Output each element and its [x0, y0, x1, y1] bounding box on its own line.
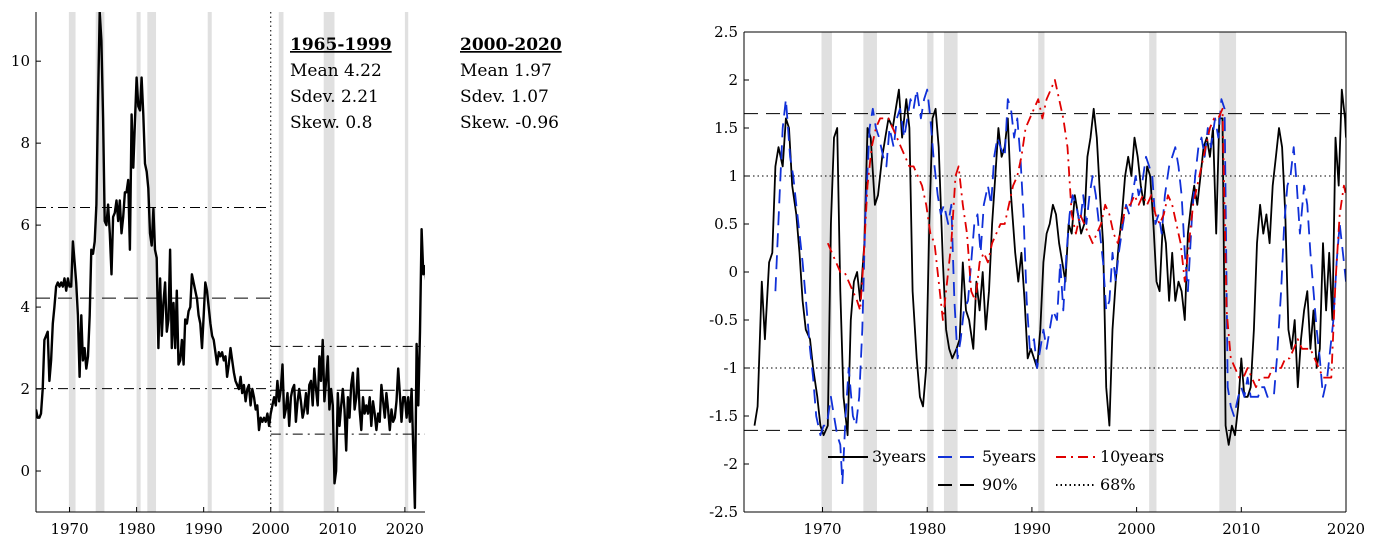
right-x-tick-label: 2000	[1118, 520, 1156, 538]
right-y-tick-label: 1.5	[714, 119, 738, 137]
left-y-tick-label: 0	[20, 462, 30, 480]
right-y-tick-label: 1	[728, 167, 738, 185]
right-recession-band-4	[1038, 32, 1045, 512]
left-period-mean-0: Mean 4.22	[290, 61, 382, 81]
left-y-tick-label: 4	[20, 298, 30, 316]
right-x-tick-label: 1990	[1013, 520, 1051, 538]
legend-label-1: 5years	[982, 447, 1036, 466]
left-recession-band-6	[323, 12, 335, 512]
right-plot-area	[744, 32, 1346, 512]
left-series-line-0	[36, 12, 425, 510]
left-x-tick-label: 2010	[319, 520, 357, 538]
left-recession-band-4	[207, 12, 212, 512]
left-period-sdev-1: Sdev. 1.07	[460, 87, 549, 107]
right-y-tick-label: 0.5	[714, 215, 738, 233]
right-recession-band-3	[943, 32, 958, 512]
right-x-tick-label: 2010	[1222, 520, 1260, 538]
left-x-tick-label: 2000	[252, 520, 290, 538]
left-recession-band-3	[147, 12, 157, 512]
legend-label-0: 3years	[872, 447, 926, 466]
right-y-tick-label: 0	[728, 263, 738, 281]
left-y-tick-label: 10	[11, 52, 30, 70]
right-series-line-5years	[774, 88, 1346, 485]
left-recession-band-5	[278, 12, 284, 512]
left-x-tick-label: 1990	[185, 520, 223, 538]
left-x-tick-label: 1970	[50, 520, 88, 538]
legend-label-2: 10years	[1100, 447, 1164, 466]
left-period-header-0: 1965-1999	[290, 35, 392, 55]
left-recession-band-7	[404, 12, 409, 512]
left-x-tick-label: 2020	[386, 520, 424, 538]
left-period-skew-0: Skew. 0.8	[290, 113, 372, 133]
right-x-tick-label: 1970	[803, 520, 841, 538]
right-recession-band-0	[821, 32, 832, 512]
right-series-line-3years	[753, 88, 1346, 446]
right-y-tick-label: 2	[728, 71, 738, 89]
right-recession-band-2	[927, 32, 934, 512]
left-period-sdev-0: Sdev. 2.21	[290, 87, 379, 107]
left-plot-area	[36, 12, 425, 512]
legend-label-4: 68%	[1100, 475, 1136, 494]
right-y-tick-label: 2.5	[714, 23, 738, 41]
right-series-line-10years	[826, 79, 1346, 389]
left-recession-band-2	[136, 12, 141, 512]
right-y-tick-label: -1	[723, 359, 738, 377]
left-x-tick-label: 1980	[118, 520, 156, 538]
right-recession-band-5	[1149, 32, 1157, 512]
right-x-tick-label: 2020	[1327, 520, 1365, 538]
left-y-tick-label: 2	[20, 380, 30, 398]
left-panel: 1970 1980 1990 2000 2010 2020 0 2 4 6 8 10 1965-1999…	[11, 12, 562, 538]
right-recession-band-1	[863, 32, 877, 512]
right-y-tick-label: -2.5	[709, 503, 738, 521]
right-y-tick-label: -0.5	[709, 311, 738, 329]
right-legend: 3years 5years 10years 90% 68%	[828, 447, 1164, 494]
right-x-tick-label: 1980	[908, 520, 946, 538]
legend-label-3: 90%	[982, 475, 1018, 494]
left-y-tick-label: 8	[20, 134, 30, 152]
right-y-tick-label: -2	[723, 455, 738, 473]
left-period-skew-1: Skew. -0.96	[460, 113, 559, 133]
left-y-tick-label: 6	[20, 216, 30, 234]
left-recession-band-1	[95, 12, 105, 512]
right-y-tick-label: -1.5	[709, 407, 738, 425]
left-period-header-1: 2000-2020	[460, 35, 562, 55]
left-period-mean-1: Mean 1.97	[460, 61, 552, 81]
right-panel: 1970 1980 1990 2000 2010 2020 2.5 2 1.5 1 0.5 0 -0.5…	[709, 23, 1365, 538]
